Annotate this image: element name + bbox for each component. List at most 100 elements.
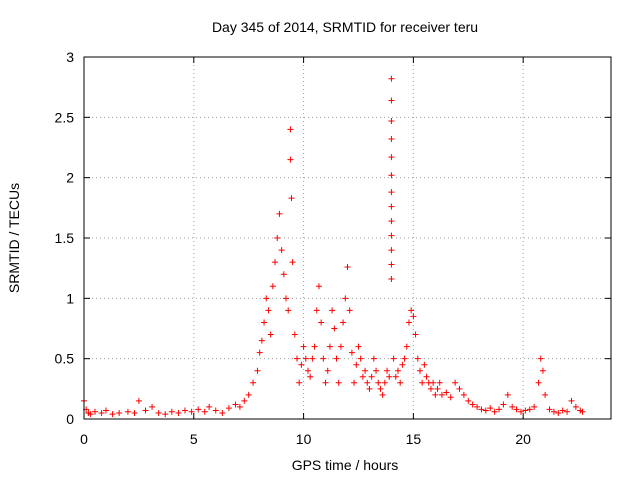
data-point: [478, 406, 485, 413]
data-point: [135, 397, 142, 404]
data-point: [331, 325, 338, 332]
data-point: [447, 394, 454, 401]
data-point: [416, 367, 423, 374]
data-point: [392, 373, 399, 380]
data-point: [285, 307, 292, 314]
data-point: [388, 117, 395, 124]
data-point: [322, 379, 329, 386]
data-point: [559, 407, 566, 414]
data-point: [526, 406, 533, 413]
chart-title: Day 345 of 2014, SRMTID for receiver ter…: [212, 19, 478, 35]
data-point: [337, 343, 344, 350]
data-point: [390, 355, 397, 362]
data-point: [388, 218, 395, 225]
data-point: [379, 391, 386, 398]
data-point: [423, 373, 430, 380]
data-point: [304, 367, 311, 374]
data-point: [329, 307, 336, 314]
data-point: [344, 263, 351, 270]
x-tick-label: 0: [80, 431, 88, 447]
data-point: [212, 407, 219, 414]
data-point: [386, 373, 393, 380]
data-point: [513, 406, 520, 413]
data-point: [401, 355, 408, 362]
data-point: [274, 235, 281, 241]
data-point: [366, 385, 373, 392]
data-point: [188, 408, 195, 415]
x-axis-label: GPS time / hours: [292, 457, 399, 473]
data-point: [542, 391, 549, 398]
data-point: [381, 379, 388, 386]
data-point: [491, 408, 498, 415]
axis-ticks: 0 0.5 1 1.5 2 2.5 3 0 5 10 15 20: [55, 49, 611, 447]
data-point: [537, 355, 544, 362]
data-point: [531, 403, 538, 410]
data-point: [283, 295, 290, 302]
data-point: [311, 343, 318, 350]
data-point: [131, 409, 138, 416]
data-point: [388, 75, 395, 82]
data-point: [388, 276, 395, 283]
data-point: [388, 97, 395, 104]
data-point: [535, 379, 542, 386]
data-point: [364, 379, 371, 386]
data-point: [377, 385, 384, 392]
y-tick-label: 0: [66, 411, 74, 427]
data-point: [427, 385, 434, 392]
data-point: [287, 156, 294, 163]
data-point: [348, 349, 355, 356]
data-point: [539, 367, 546, 374]
data-point: [250, 379, 257, 386]
data-point: [403, 343, 410, 350]
data-point: [357, 355, 364, 362]
data-point: [232, 401, 239, 408]
data-points: [81, 75, 586, 418]
data-point: [550, 408, 557, 415]
data-point: [309, 355, 316, 362]
y-tick-label: 2.5: [55, 109, 75, 125]
data-point: [388, 232, 395, 239]
data-point: [375, 379, 382, 386]
data-point: [256, 349, 263, 356]
data-point: [353, 361, 360, 368]
data-point: [397, 379, 404, 386]
y-tick-label: 1: [66, 290, 74, 306]
data-point: [326, 343, 333, 350]
data-point: [572, 403, 579, 410]
plot-frame: [83, 56, 612, 420]
data-point: [287, 126, 294, 133]
data-point: [438, 391, 445, 398]
data-point: [452, 379, 459, 386]
data-point: [261, 319, 268, 326]
data-point: [555, 409, 562, 416]
data-point: [469, 401, 476, 408]
data-point: [109, 411, 116, 418]
data-point: [460, 391, 467, 398]
data-point: [269, 283, 276, 290]
data-point: [465, 397, 472, 404]
data-point: [162, 411, 169, 418]
y-tick-label: 2: [66, 170, 74, 186]
data-point: [236, 403, 243, 410]
data-point: [384, 367, 391, 374]
data-point: [219, 409, 226, 416]
data-point: [373, 367, 380, 374]
data-point: [388, 203, 395, 210]
y-tick-label: 1.5: [55, 230, 75, 246]
data-point: [298, 361, 305, 368]
data-point: [318, 319, 325, 326]
y-tick-label: 3: [66, 49, 74, 65]
data-point: [155, 409, 162, 416]
data-point: [265, 307, 272, 314]
data-point: [474, 403, 481, 410]
data-point: [168, 408, 175, 415]
x-tick-label: 20: [515, 431, 531, 447]
data-point: [388, 261, 395, 268]
data-point: [412, 331, 419, 338]
data-point: [482, 407, 489, 414]
data-point: [254, 367, 261, 374]
data-point: [289, 259, 296, 266]
data-point: [430, 379, 437, 386]
data-point: [278, 247, 285, 254]
data-point: [206, 403, 213, 410]
